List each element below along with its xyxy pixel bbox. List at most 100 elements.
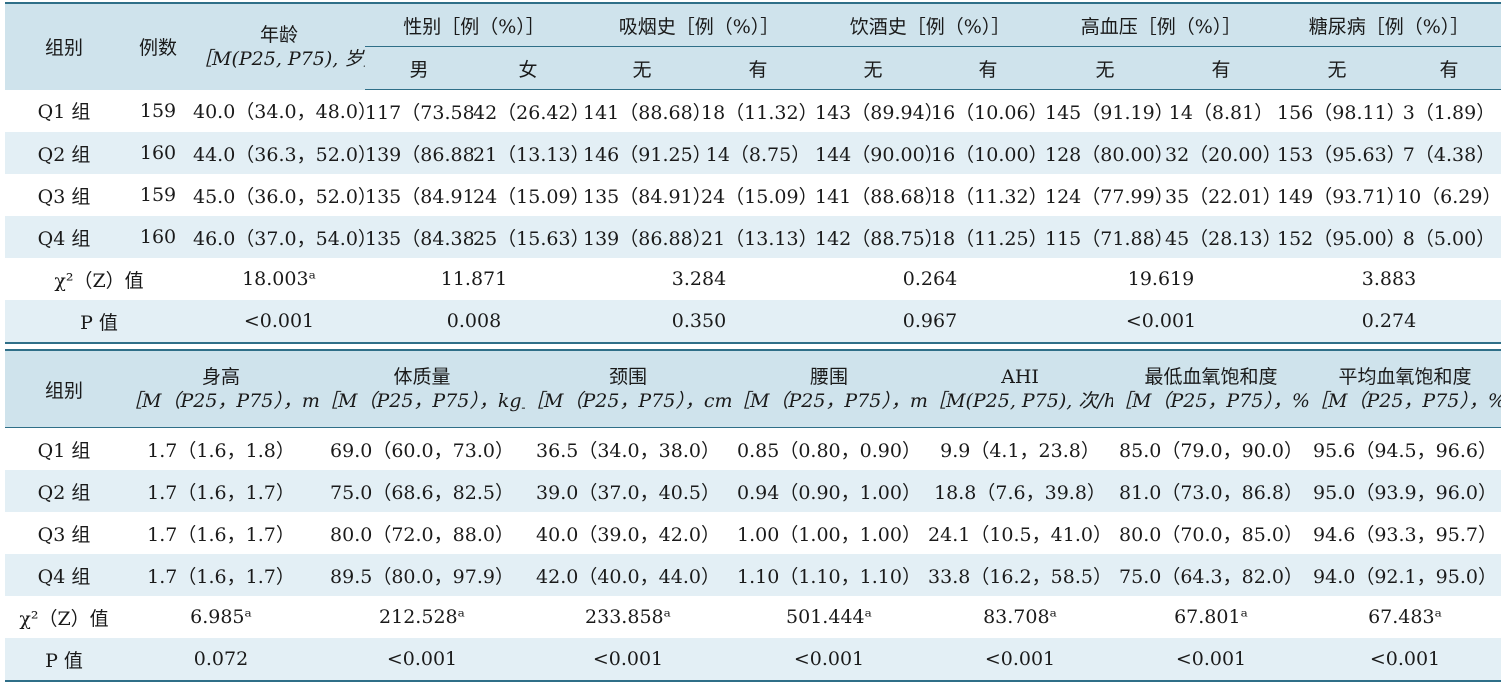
col-header-age: 年龄 ［M(P25, P75), 岁］ xyxy=(193,3,365,90)
height-title: 身高 xyxy=(201,366,240,388)
row-group-label: Q4 组 xyxy=(37,565,91,588)
col-header-group: 组别 xyxy=(44,37,83,60)
ahi-unit: ［M(P25, P75), 次/h］ xyxy=(927,390,1113,412)
table-cell: 1.00（1.00，1.00） xyxy=(737,523,921,546)
subheader-no: 无 xyxy=(1045,46,1165,90)
table-cell: 81.0（73.0，86.8） xyxy=(1119,481,1303,504)
col-header-height: 身高 ［M（P25，P75），m］ xyxy=(123,350,319,428)
row-group-label: Q2 组 xyxy=(37,143,91,166)
table-cell: 1.10（1.10，1.10） xyxy=(737,565,921,588)
col-header-waist: 腰围 ［M（P25，P75），m］ xyxy=(731,350,927,428)
weight-unit: ［M（P25，P75），kg］ xyxy=(319,390,525,412)
table-cell: 139（86.88） xyxy=(583,227,701,250)
chi-value: 67.483ᵃ xyxy=(1368,606,1442,628)
subheader-no: 无 xyxy=(815,46,931,90)
table-cell: 16（10.00） xyxy=(931,143,1045,166)
waist-unit: ［M（P25，P75），m］ xyxy=(731,390,927,412)
chi-value: 83.708ᵃ xyxy=(983,606,1057,628)
table-row: Q4 组 1.7（1.6，1.7） 89.5（80.0，97.9） 42.0（40.0… xyxy=(5,554,1501,596)
table-cell: 3（1.89） xyxy=(1402,101,1496,124)
subheader-yes: 有 xyxy=(1165,46,1277,90)
subheader-female: 女 xyxy=(473,46,583,90)
table-cell: 75.0（68.6，82.5） xyxy=(330,481,514,504)
table-cell: 21（13.13） xyxy=(701,227,815,250)
table-row: Q4 组 160 46.0（37.0，54.0）135（84.38）25（15.63… xyxy=(5,216,1501,258)
table-cell: 160 xyxy=(139,226,177,248)
p-value: 0.274 xyxy=(1361,310,1417,332)
table-cell: 142（88.75） xyxy=(815,227,931,250)
table-cell: 0.85（0.80，0.90） xyxy=(737,439,921,462)
row-group-label: Q3 组 xyxy=(37,523,91,546)
subheader-male: 男 xyxy=(365,46,473,90)
table-cell: 46.0（37.0，54.0） xyxy=(193,227,365,250)
waist-title: 腰围 xyxy=(809,366,848,388)
p-label: P 值 xyxy=(80,311,118,334)
table-cell: 7（4.38） xyxy=(1402,143,1496,166)
table-cell: 80.0（70.0，85.0） xyxy=(1119,523,1303,546)
p-value: <0.001 xyxy=(592,648,664,670)
col-header-hypertension: 高血压［例（%）］ xyxy=(1045,3,1277,47)
subheader-yes: 有 xyxy=(1397,46,1501,90)
p-value: <0.001 xyxy=(1369,648,1441,670)
age-title: 年龄 xyxy=(259,23,298,46)
table-cell: 18（11.32） xyxy=(931,185,1045,208)
header-row-bottom: 男 女 无 有 无 有 无 有 无 有 xyxy=(5,46,1501,90)
row-group-label: Q1 组 xyxy=(37,101,91,124)
row-group-label: Q1 组 xyxy=(37,439,91,462)
chi-label: χ²（Z）值 xyxy=(19,607,109,630)
mean-spo2-unit: ［M（P25，P75），%］ xyxy=(1309,390,1501,412)
col-header-mean-spo2: 平均血氧饱和度 ［M（P25，P75），%］ xyxy=(1309,350,1501,428)
row-group-label: Q3 组 xyxy=(37,185,91,208)
table-cell: 35（22.01） xyxy=(1165,185,1277,208)
neck-title: 颈围 xyxy=(608,366,647,388)
col-header-group: 组别 xyxy=(5,350,123,428)
table-cell: 152（95.00） xyxy=(1277,227,1397,250)
p-label: P 值 xyxy=(45,649,83,672)
table-row: Q1 组 1.7（1.6，1.8） 69.0（60.0，73.0） 36.5（34.0… xyxy=(5,427,1501,470)
table-cell: 115（71.88） xyxy=(1045,227,1165,250)
chi-square-row: χ²（Z）值 18.003ᵃ 11.871 3.284 0.264 19.619… xyxy=(5,258,1501,300)
subheader-no: 无 xyxy=(583,46,701,90)
table-cell: 14（8.81） xyxy=(1168,101,1274,124)
col-header-drinking: 饮酒史［例（%）］ xyxy=(815,3,1045,47)
table-cell: 24（15.09） xyxy=(701,185,815,208)
table-cell: 95.6（94.5，96.6） xyxy=(1313,439,1497,462)
p-value: 0.072 xyxy=(193,648,249,670)
p-value: <0.001 xyxy=(793,648,865,670)
col-header-neck: 颈围 ［M（P25，P75），cm］ xyxy=(525,350,731,428)
table-cell: 141（88.68） xyxy=(815,185,931,208)
col-header-sex: 性别［例（%）］ xyxy=(365,3,583,47)
table-cell: 14（8.75） xyxy=(705,143,811,166)
col-header-smoking: 吸烟史［例（%）］ xyxy=(583,3,815,47)
table-cell: 160 xyxy=(139,142,177,164)
table-cell: 145（91.19） xyxy=(1045,101,1165,124)
table-cell: 149（93.71） xyxy=(1277,185,1397,208)
table-cell: 135（84.91） xyxy=(583,185,701,208)
table-cell: 146（91.25） xyxy=(583,143,701,166)
table-cell: 33.8（16.2，58.5） xyxy=(928,565,1112,588)
table-cell: 143（89.94） xyxy=(815,101,931,124)
chi-value: 6.985ᵃ xyxy=(190,606,252,628)
table-cell: 75.0（64.3，82.0） xyxy=(1119,565,1303,588)
table-cell: 16（10.06） xyxy=(931,101,1045,124)
chi-value: 0.264 xyxy=(902,268,958,290)
chi-value: 212.528ᵃ xyxy=(379,606,465,628)
col-header-diabetes: 糖尿病［例（%）］ xyxy=(1277,3,1501,47)
table-row: Q3 组15945.0（36.0，52.0）135（84.91）24（15.09… xyxy=(5,174,1501,216)
baseline-table-1: 组别 例数 年龄 ［M(P25, P75), 岁］ 性别［例（%）］ 吸烟史［例… xyxy=(5,2,1501,344)
table-cell: 89.5（80.0，97.9） xyxy=(330,565,514,588)
header-row-top: 组别 例数 年龄 ［M(P25, P75), 岁］ 性别［例（%）］ 吸烟史［例… xyxy=(5,3,1501,70)
p-value: 0.350 xyxy=(671,310,727,332)
table-cell: 95.0（93.9，96.0） xyxy=(1313,481,1497,504)
subheader-no: 无 xyxy=(1277,46,1397,90)
min-spo2-unit: ［M（P25，P75），%］ xyxy=(1113,390,1309,412)
table-cell: 1.7（1.6，1.7） xyxy=(147,565,295,588)
table-cell: 21（13.13） xyxy=(473,143,583,166)
table-cell: 94.0（92.1，95.0） xyxy=(1313,565,1497,588)
table-cell: 18.8（7.6，39.8） xyxy=(934,481,1106,504)
table-row: Q2 组 1.7（1.6，1.7） 75.0（68.6，82.5） 39.0（37.0… xyxy=(5,470,1501,512)
table-cell: 135（84.38） xyxy=(365,227,473,250)
table-cell: 117（73.58） xyxy=(365,101,473,124)
table-row: Q1 组 159 40.0（34.0，48.0）117（73.58）42（26.42… xyxy=(5,89,1501,132)
